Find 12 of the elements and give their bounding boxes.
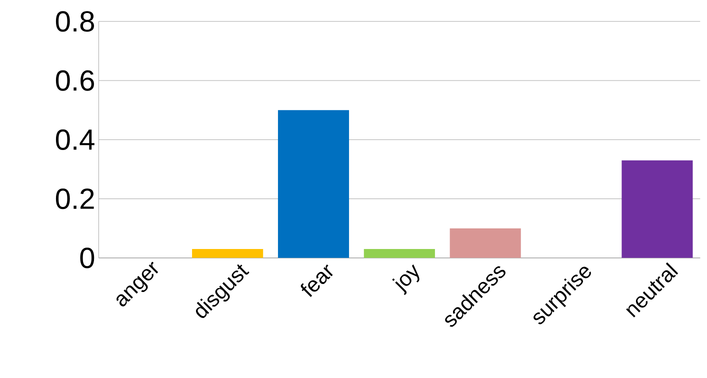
y-tick-label: 0.8 (56, 11, 94, 32)
y-tick-label: 0 (80, 248, 94, 268)
y-tick-label: 0.6 (56, 70, 94, 92)
bar (622, 160, 693, 258)
y-tick-label: 0.2 (56, 188, 94, 210)
x-tick-label: joy (392, 264, 420, 296)
x-tick-label: fear (300, 264, 333, 298)
y-tick-label: 0.4 (56, 130, 94, 150)
bar (364, 249, 435, 258)
bar (278, 110, 350, 258)
bar (192, 249, 264, 258)
bar (450, 228, 521, 258)
